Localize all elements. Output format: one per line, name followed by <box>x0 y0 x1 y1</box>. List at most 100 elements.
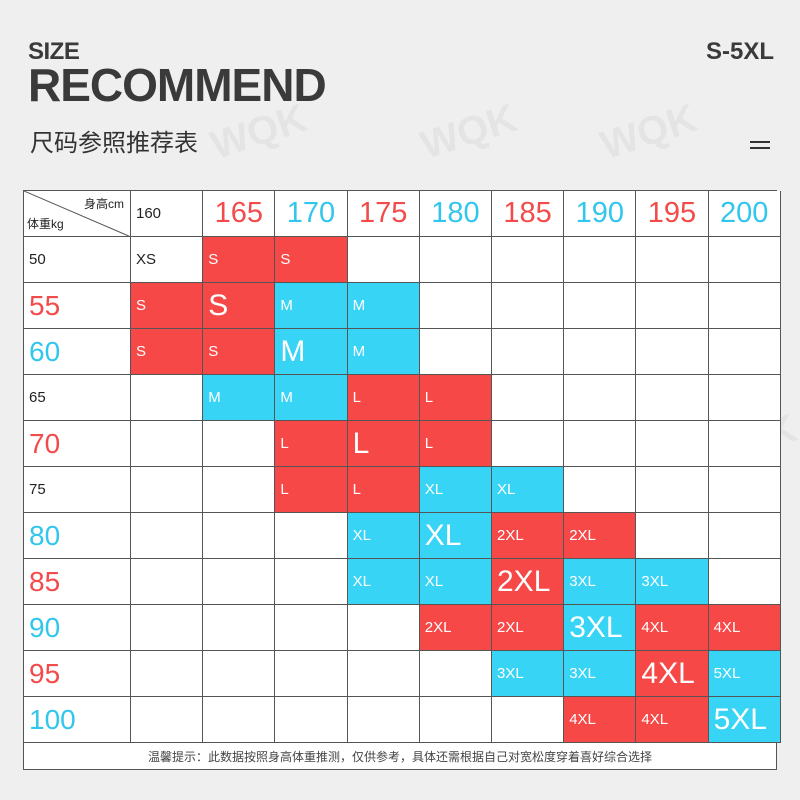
height-axis-label: 身高cm <box>84 197 124 211</box>
weight-label: 85 <box>24 559 131 605</box>
size-cell: S <box>203 329 276 375</box>
weight-label: 65 <box>24 375 131 421</box>
size-cell: S <box>275 237 348 283</box>
size-cell: 3XL <box>564 651 637 697</box>
size-label: SIZE <box>28 38 80 65</box>
empty-cell <box>708 559 781 605</box>
size-cell: L <box>347 421 420 467</box>
empty-cell <box>203 559 276 605</box>
height-header: 170 <box>275 191 348 237</box>
size-cell: M <box>275 329 348 375</box>
empty-cell <box>203 421 276 467</box>
size-cell: 5XL <box>708 651 781 697</box>
size-cell: M <box>275 375 348 421</box>
empty-cell <box>347 697 420 743</box>
size-cell: S <box>203 283 276 329</box>
empty-cell <box>347 605 420 651</box>
size-cell: 2XL <box>492 513 565 559</box>
height-header: 190 <box>564 191 637 237</box>
empty-cell <box>636 283 709 329</box>
size-cell: 4XL <box>636 605 709 651</box>
empty-cell <box>564 467 637 513</box>
size-cell: S <box>131 283 204 329</box>
empty-cell <box>275 697 348 743</box>
height-header: 165 <box>203 191 276 237</box>
weight-label: 95 <box>24 651 131 697</box>
size-cell: S <box>203 237 276 283</box>
weight-axis-label: 体重kg <box>27 217 64 231</box>
height-header: 185 <box>492 191 565 237</box>
page-title: RECOMMEND <box>28 59 327 111</box>
empty-cell <box>564 237 637 283</box>
empty-cell <box>275 651 348 697</box>
size-cell: XL <box>419 559 492 605</box>
size-cell: XL <box>347 513 420 559</box>
height-header: 180 <box>419 191 492 237</box>
empty-cell <box>636 375 709 421</box>
empty-cell <box>708 513 781 559</box>
height-header: 200 <box>708 191 781 237</box>
empty-cell <box>419 237 492 283</box>
size-cell: 2XL <box>492 559 565 605</box>
size-cell: 3XL <box>492 651 565 697</box>
size-cell: L <box>275 467 348 513</box>
size-cell: 4XL <box>636 697 709 743</box>
size-cell: XL <box>347 559 420 605</box>
empty-cell <box>636 513 709 559</box>
empty-cell <box>708 283 781 329</box>
size-cell: 4XL <box>564 697 637 743</box>
empty-cell <box>564 329 637 375</box>
empty-cell <box>275 605 348 651</box>
weight-label: 55 <box>24 283 131 329</box>
empty-cell <box>347 651 420 697</box>
empty-cell <box>492 697 565 743</box>
size-cell: L <box>419 421 492 467</box>
size-cell: 2XL <box>419 605 492 651</box>
size-cell: M <box>203 375 276 421</box>
empty-cell <box>492 375 565 421</box>
empty-cell <box>564 375 637 421</box>
empty-cell <box>275 513 348 559</box>
empty-cell <box>636 421 709 467</box>
height-header: 175 <box>347 191 420 237</box>
size-cell: 3XL <box>636 559 709 605</box>
weight-label: 70 <box>24 421 131 467</box>
weight-label: 75 <box>24 467 131 513</box>
menu-icon[interactable] <box>750 141 770 149</box>
size-cell: 5XL <box>708 697 781 743</box>
size-cell: XL <box>419 513 492 559</box>
size-cell: XL <box>419 467 492 513</box>
empty-cell <box>203 605 276 651</box>
empty-cell <box>636 237 709 283</box>
empty-cell <box>131 559 204 605</box>
weight-label: 100 <box>24 697 131 743</box>
empty-cell <box>708 375 781 421</box>
size-cell: L <box>347 467 420 513</box>
empty-cell <box>708 237 781 283</box>
weight-label: 80 <box>24 513 131 559</box>
weight-label: 60 <box>24 329 131 375</box>
empty-cell <box>564 421 637 467</box>
empty-cell <box>203 651 276 697</box>
empty-cell <box>708 421 781 467</box>
footnote: 温馨提示：此数据按照身高体重推测，仅供参考，具体还需根据自己对宽松度穿着喜好综合… <box>147 750 652 764</box>
empty-cell <box>131 467 204 513</box>
empty-cell <box>203 697 276 743</box>
watermark-text: WQK <box>415 96 522 169</box>
empty-cell <box>275 559 348 605</box>
size-cell: XS <box>131 237 204 283</box>
size-cell: 2XL <box>492 605 565 651</box>
size-cell: 2XL <box>564 513 637 559</box>
empty-cell <box>708 329 781 375</box>
corner-header: 身高cm 体重kg <box>24 191 131 237</box>
height-header: 195 <box>636 191 709 237</box>
empty-cell <box>708 467 781 513</box>
empty-cell <box>203 467 276 513</box>
empty-cell <box>492 237 565 283</box>
empty-cell <box>636 467 709 513</box>
empty-cell <box>131 697 204 743</box>
size-range: S-5XL <box>705 38 774 65</box>
empty-cell <box>636 329 709 375</box>
empty-cell <box>419 283 492 329</box>
empty-cell <box>419 651 492 697</box>
